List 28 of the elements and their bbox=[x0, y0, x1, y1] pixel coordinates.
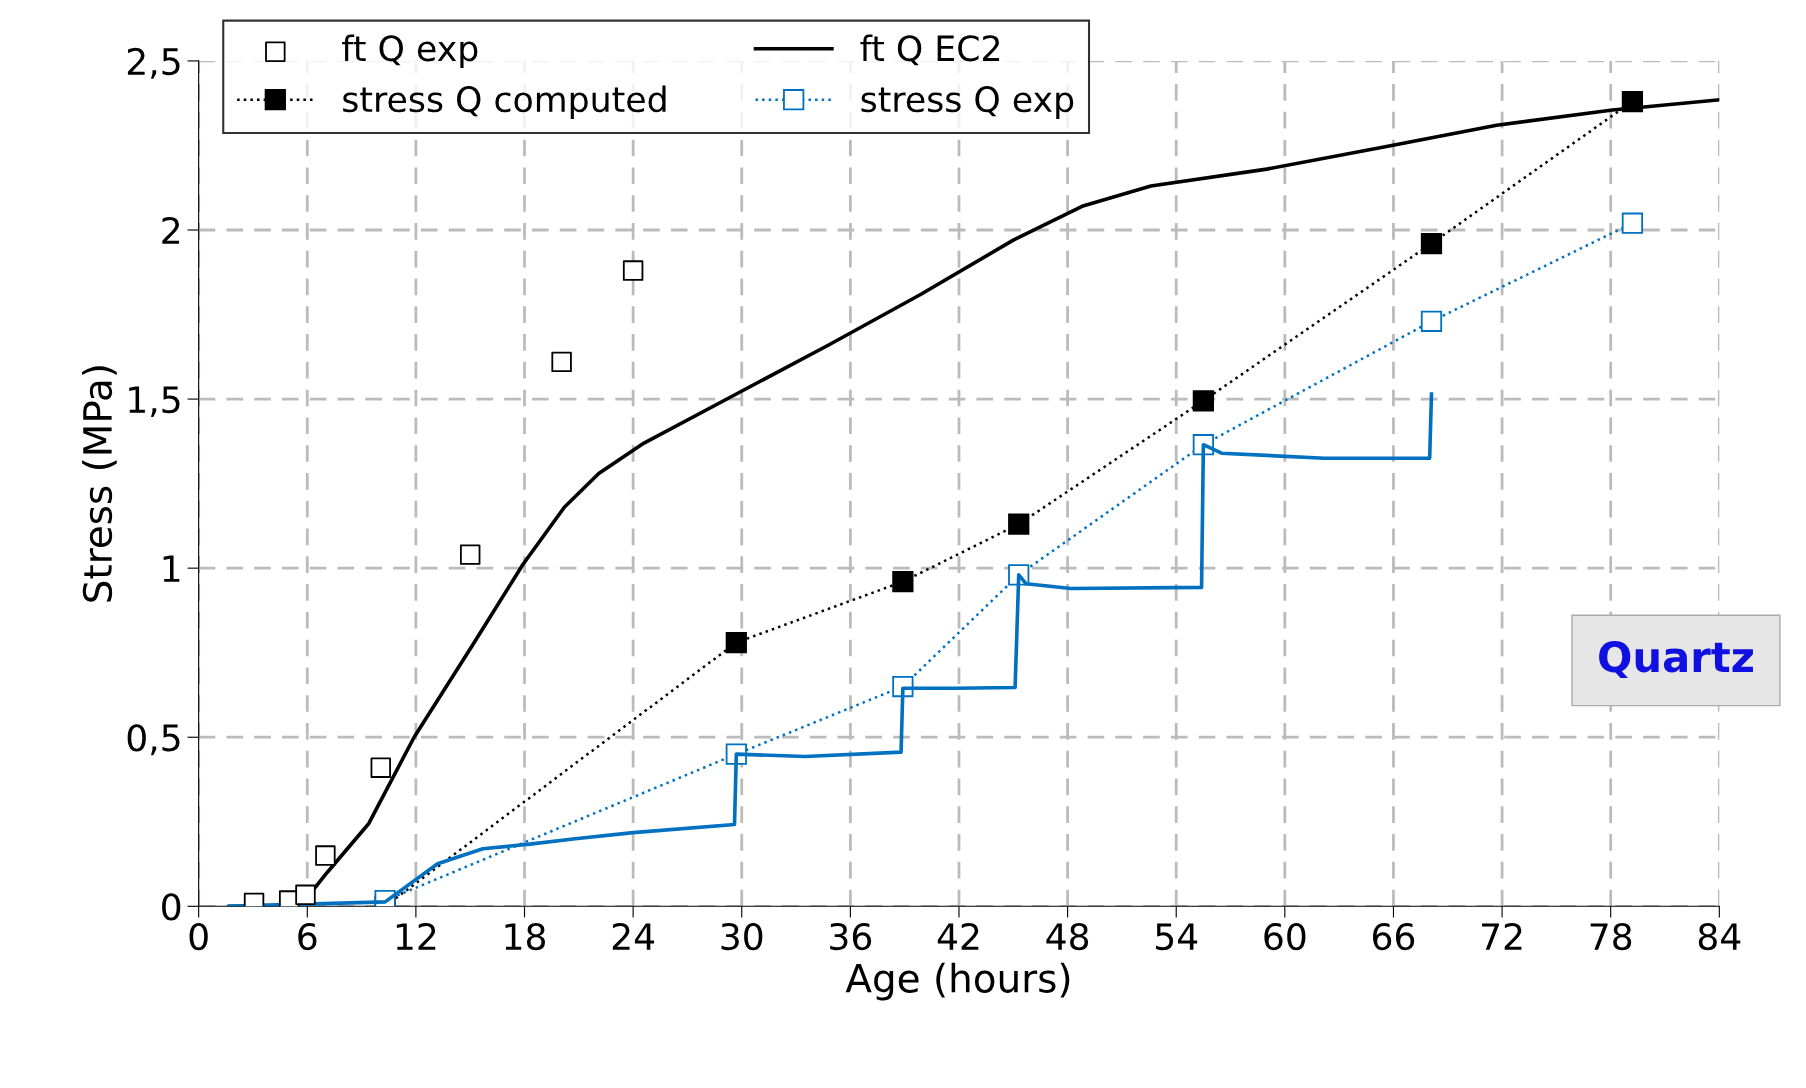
y-axis-title: Stress (MPa) bbox=[82, 366, 117, 602]
x-tick-label: 48 bbox=[1046, 922, 1089, 951]
x-tick-label: 12 bbox=[396, 922, 436, 950]
y-tick-label: 1,5 bbox=[129, 386, 180, 417]
x-tick-label: 6 bbox=[298, 922, 317, 951]
y-tick-label: 0 bbox=[162, 893, 181, 921]
legend-label: stress Q exp bbox=[861, 86, 1074, 120]
y-tick-label: 0,5 bbox=[127, 724, 180, 756]
x-axis-title: Age (hours) bbox=[845, 962, 1070, 1001]
x-tick-label: 0 bbox=[189, 922, 208, 951]
legend-label: ft Q EC2 bbox=[860, 34, 1000, 66]
y-tick-label: 2 bbox=[162, 216, 180, 244]
x-tick-label: 78 bbox=[1590, 922, 1632, 951]
legend-label: ft Q exp bbox=[342, 34, 478, 69]
x-tick-label: 24 bbox=[612, 922, 655, 950]
x-tick-label: 84 bbox=[1698, 922, 1741, 951]
legend-label: stress Q computed bbox=[343, 85, 666, 120]
annotation: Quartz bbox=[1599, 640, 1753, 678]
y-tick-label: 2,5 bbox=[127, 47, 180, 79]
x-tick-label: 60 bbox=[1264, 922, 1306, 951]
x-tick-label: 42 bbox=[937, 922, 979, 950]
x-tick-label: 36 bbox=[830, 922, 872, 951]
y-tick-label: 1 bbox=[163, 555, 180, 582]
x-tick-label: 54 bbox=[1156, 923, 1198, 951]
x-tick-label: 66 bbox=[1373, 922, 1415, 951]
x-tick-label: 72 bbox=[1482, 922, 1522, 950]
x-tick-label: 30 bbox=[721, 922, 763, 951]
x-tick-label: 18 bbox=[505, 922, 546, 951]
